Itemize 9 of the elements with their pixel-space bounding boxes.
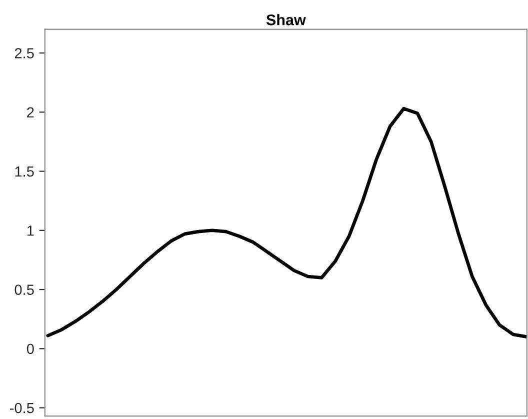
y-tick-label: -0.5 [10, 402, 34, 414]
y-tick-label: 1.5 [15, 166, 34, 177]
line-series [46, 106, 527, 338]
y-tick-label: 1 [27, 226, 34, 236]
y-tick-label: 0 [26, 344, 34, 354]
y-tick-label: 2 [27, 107, 34, 118]
chart-title: Shaw [266, 14, 306, 26]
y-tick-label: 2.5 [14, 48, 34, 58]
y-tick-label: 0.5 [14, 284, 34, 295]
